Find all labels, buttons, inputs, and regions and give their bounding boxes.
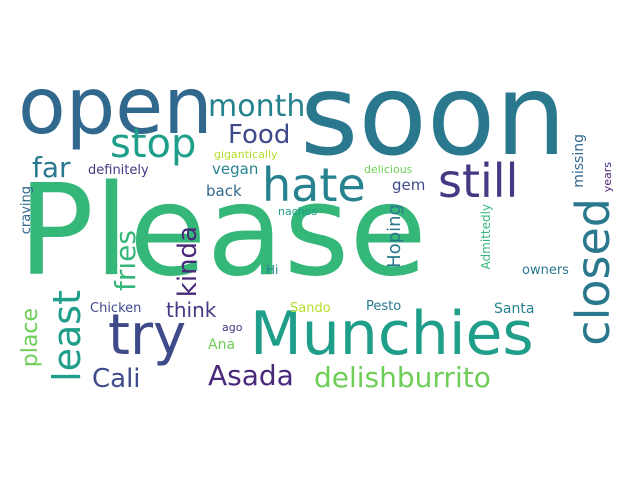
- word-santa: Santa: [494, 301, 535, 317]
- word-fries: fries: [109, 230, 142, 291]
- word-least: least: [45, 290, 89, 382]
- word-kinda: kinda: [173, 226, 203, 298]
- word-soon: soon: [300, 51, 567, 181]
- word-food: Food: [228, 120, 291, 150]
- word-closed: closed: [566, 198, 620, 346]
- word-vegan: vegan: [212, 160, 259, 178]
- word-nachos: nachos: [278, 205, 318, 218]
- word-craving: craving: [19, 186, 34, 235]
- word-pesto: Pesto: [366, 299, 402, 314]
- word-hoping: Hoping: [384, 204, 405, 268]
- word-delishburrito: delishburrito: [314, 361, 491, 394]
- word-cali: Cali: [92, 364, 141, 394]
- word-think: think: [166, 298, 217, 322]
- word-month: month: [208, 89, 306, 124]
- word-delicious: delicious: [364, 163, 413, 176]
- word-please: Please: [18, 157, 427, 304]
- word-years: years: [601, 162, 614, 193]
- word-missing: missing: [571, 134, 587, 188]
- word-stop: stop: [110, 121, 197, 167]
- word-admittedly: Admittedly: [479, 204, 493, 270]
- word-hi: Hi: [266, 263, 279, 277]
- word-ago: ago: [222, 321, 243, 334]
- word-owners: owners: [522, 263, 569, 278]
- word-gigantically: gigantically: [214, 148, 278, 161]
- word-chicken: Chicken: [90, 301, 142, 316]
- word-sando: Sando: [290, 301, 331, 316]
- word-ana: Ana: [208, 337, 236, 353]
- word-hate: hate: [262, 158, 366, 212]
- word-try: try: [108, 303, 187, 368]
- word-still: still: [438, 154, 519, 208]
- word-open: open: [18, 62, 213, 152]
- word-definitely: definitely: [88, 163, 149, 178]
- word-place: place: [18, 308, 43, 368]
- word-back: back: [206, 182, 242, 200]
- word-asada: Asada: [208, 359, 294, 392]
- word-gem: gem: [392, 176, 426, 194]
- word-munchies: Munchies: [250, 299, 534, 369]
- word-far: far: [32, 151, 71, 184]
